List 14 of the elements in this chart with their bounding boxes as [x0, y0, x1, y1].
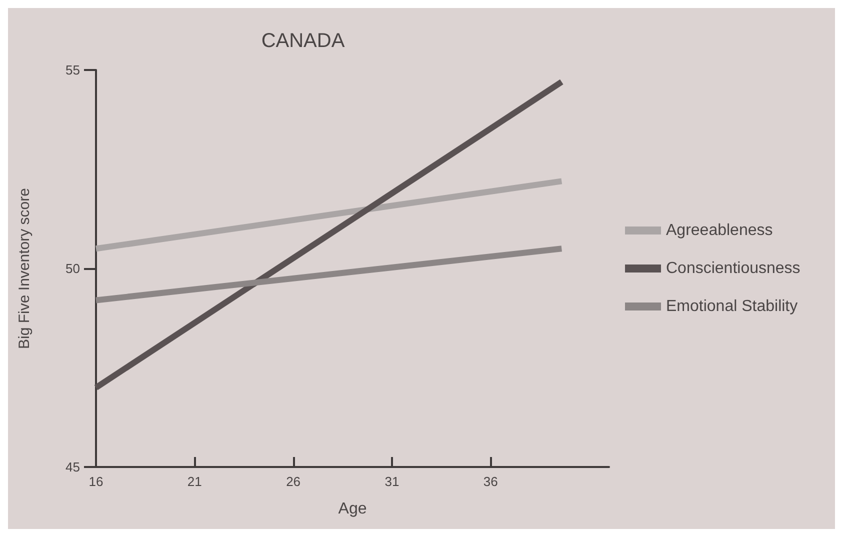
x-tick-label: 26: [286, 474, 301, 489]
x-tick-label: 16: [88, 474, 104, 489]
y-tick-label: 45: [66, 460, 80, 474]
y-tick-label: 55: [66, 62, 80, 78]
y-tick-label: 50: [66, 261, 80, 276]
y-axis-title: Big Five Inventory score: [16, 188, 33, 349]
chart-title: CANADA: [261, 30, 346, 52]
x-tick-label: 36: [483, 474, 498, 489]
legend-label: Conscientiousness: [666, 260, 800, 277]
x-tick-label: 31: [384, 474, 400, 489]
legend-label: Agreeableness: [666, 222, 773, 239]
x-tick-label: 21: [187, 474, 202, 489]
legend-label: Emotional Stability: [666, 298, 798, 315]
x-axis-title: Age: [338, 500, 367, 518]
